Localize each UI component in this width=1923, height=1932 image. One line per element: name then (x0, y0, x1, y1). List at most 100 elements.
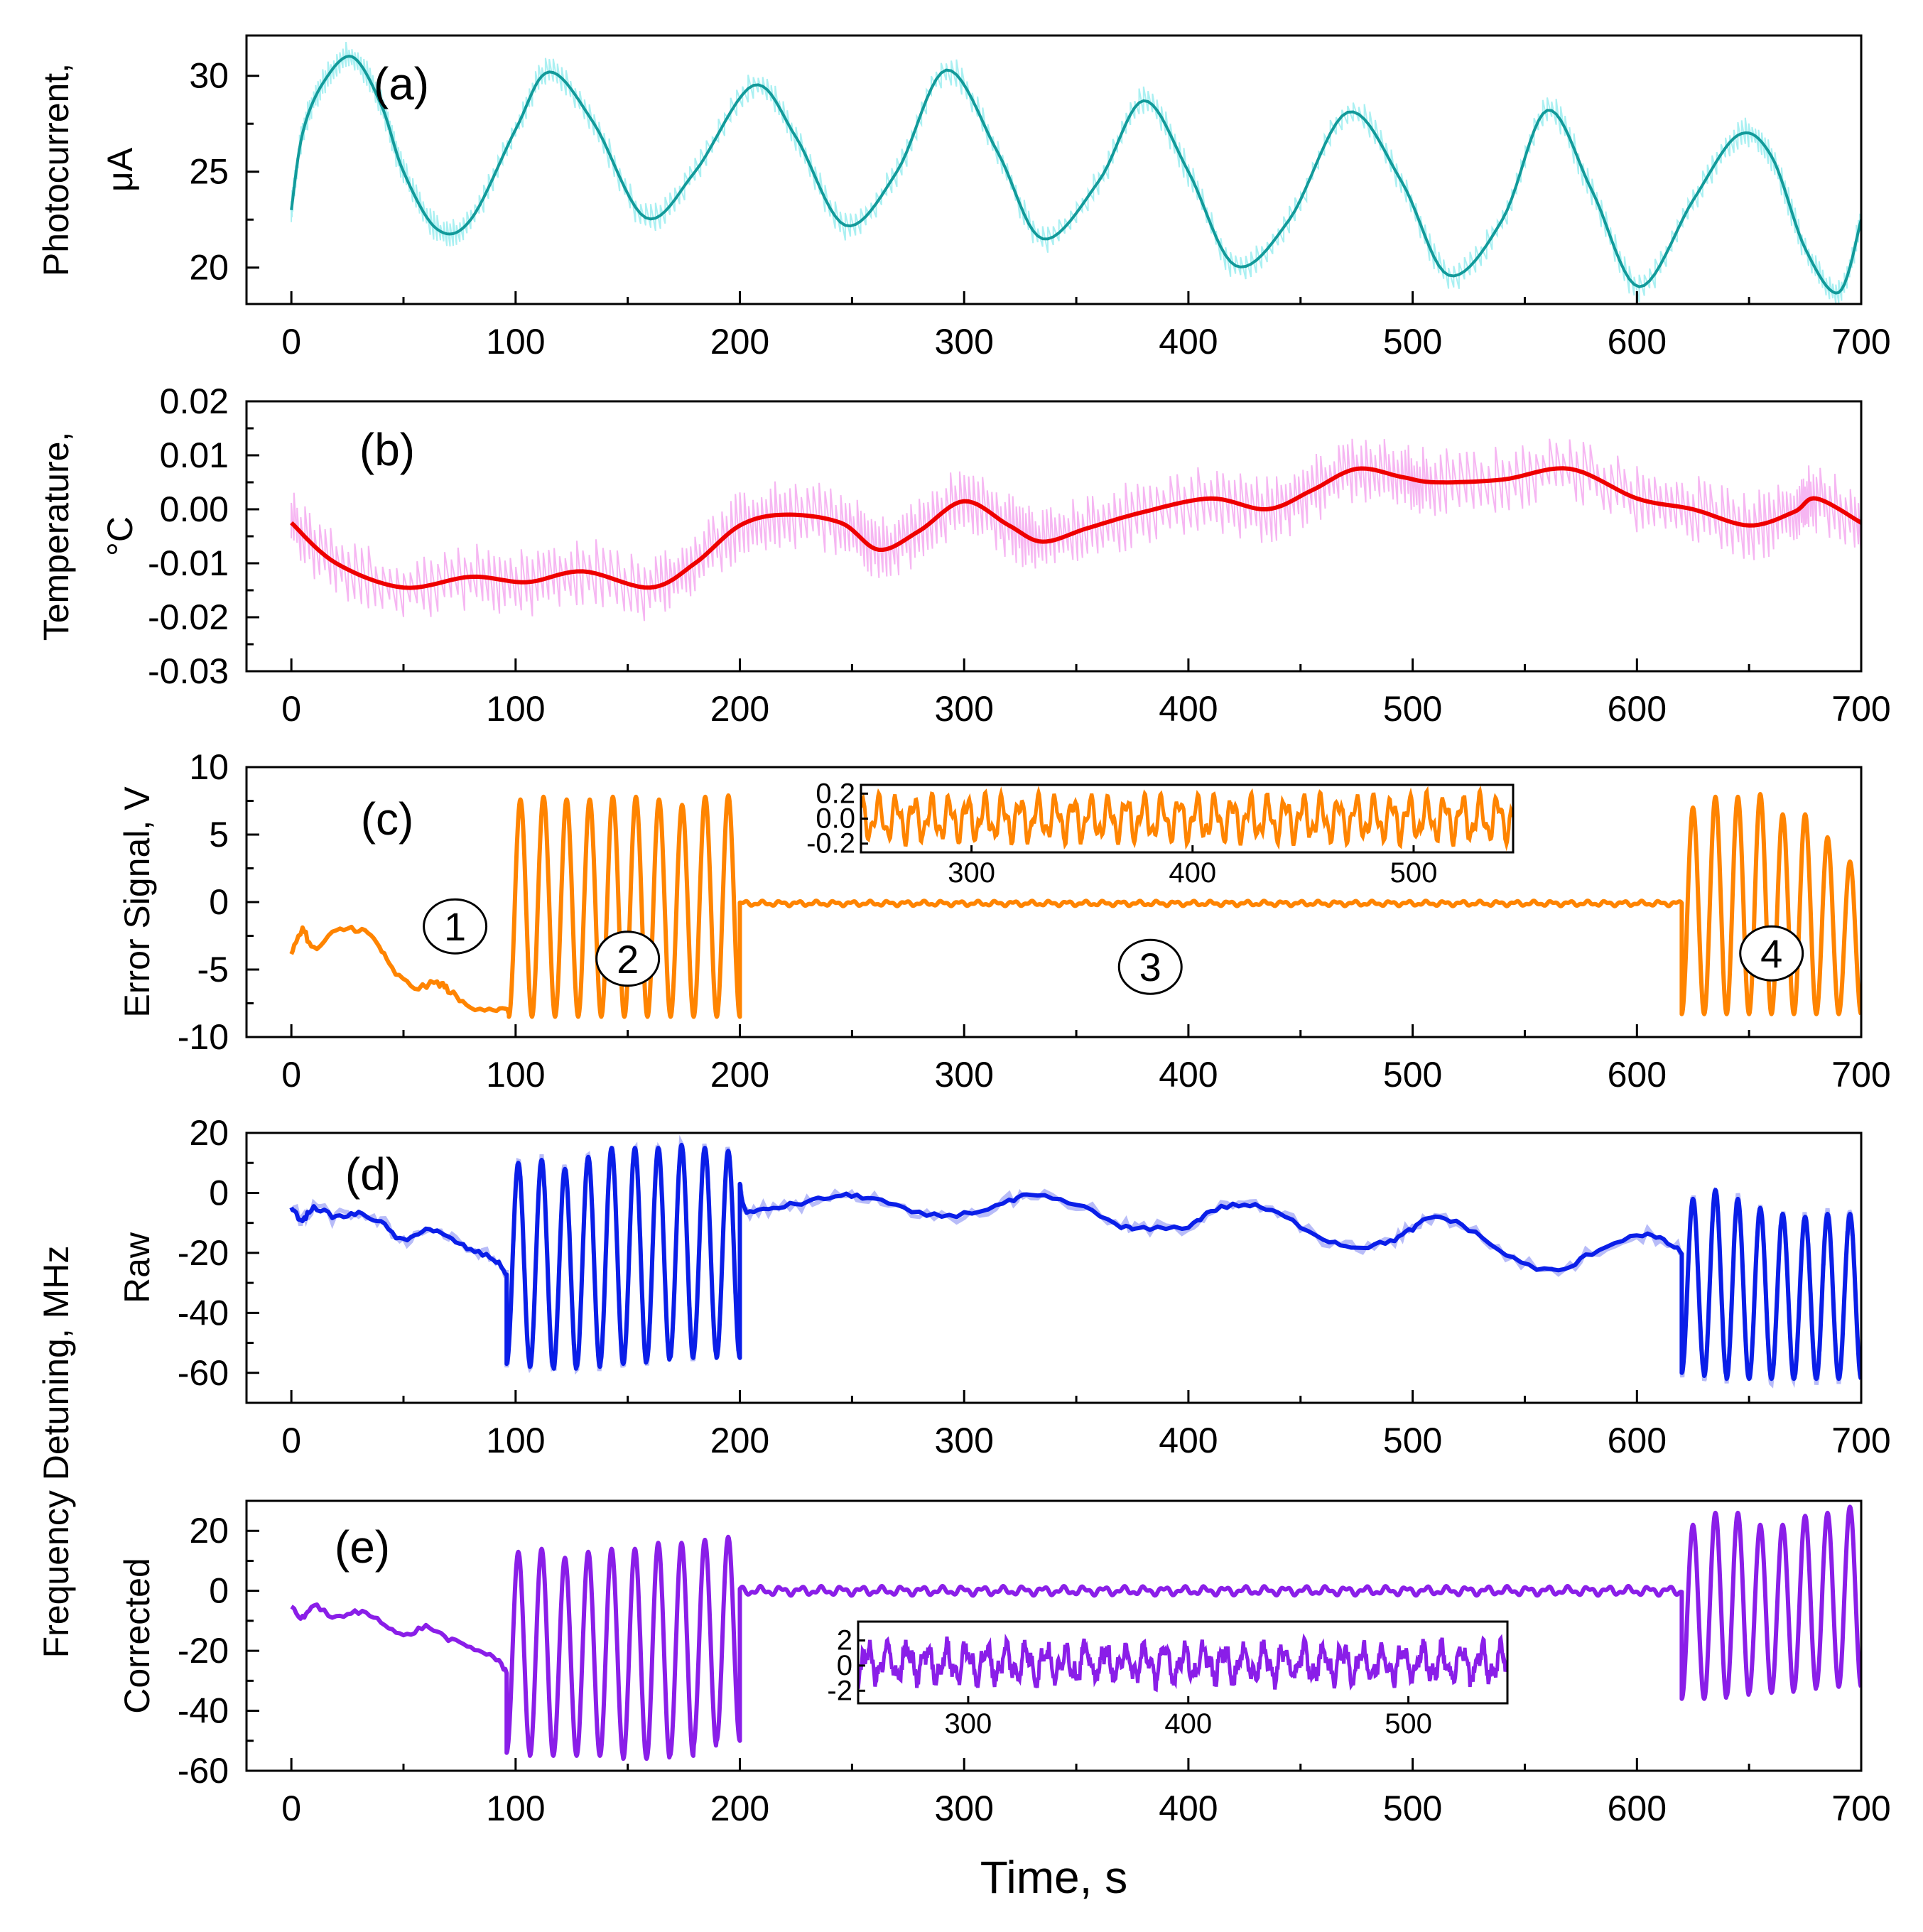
panel-b-noise-band (291, 438, 1861, 622)
x-tick-label: 700 (1831, 689, 1890, 729)
panel-label-a: (a) (374, 58, 429, 109)
panel-e-inset-frame (857, 1620, 1509, 1705)
y-tick-label: -40 (178, 1691, 229, 1731)
x-tick-label: 700 (1831, 1789, 1890, 1828)
y-tick-label: 20 (189, 248, 229, 288)
y-tick-label: 10 (189, 747, 229, 787)
y-tick-label: 0.00 (160, 489, 229, 529)
panel-label-e: (e) (335, 1521, 390, 1573)
x-tick-label: 500 (1383, 1421, 1442, 1460)
panel-b-ylabel: Temperature, (36, 432, 76, 641)
inset-y-tick-label: 0.2 (816, 778, 855, 809)
x-tick-label: 700 (1831, 1055, 1890, 1095)
x-tick-label: 200 (710, 689, 769, 729)
x-tick-label: 300 (935, 1421, 994, 1460)
panel-a-ylabel: Photocurrent, (36, 63, 76, 276)
panel-d: 0 100 200 300 400 500 600 700 -60 -40 -20 0 20 (d) Raw (117, 1113, 1891, 1460)
inset-y-tick-label: 0 (837, 1650, 852, 1681)
y-tick-label: -10 (178, 1017, 229, 1057)
panel-d-ylabel: Raw (117, 1232, 157, 1303)
inset-y-tick-label: -2 (827, 1675, 852, 1706)
x-tick-label: 200 (710, 322, 769, 362)
x-tick-label: 300 (935, 1789, 994, 1828)
x-tick-label: 700 (1831, 1421, 1890, 1460)
x-tick-label: 500 (1383, 1789, 1442, 1828)
x-tick-label: 200 (710, 1421, 769, 1460)
inset-x-tick-label: 400 (1164, 1708, 1212, 1740)
x-tick-label: 100 (486, 689, 545, 729)
panel-e-frame (245, 1499, 1863, 1772)
panel-e-inset-line (858, 1633, 1507, 1693)
panel-a-plot-area (290, 41, 1861, 304)
region-marker-1 (423, 898, 488, 955)
panel-a-noise-band (291, 41, 1861, 304)
x-tick-label: 500 (1383, 322, 1442, 362)
region-marker-4 (1739, 925, 1804, 982)
region-label-1: 1 (444, 904, 466, 949)
y-tick-label: 30 (189, 56, 229, 96)
x-tick-label: 400 (1159, 1421, 1218, 1460)
x-tick-label: 200 (710, 1789, 769, 1828)
inset-x-tick-label: 500 (1385, 1708, 1432, 1740)
x-tick-label: 600 (1608, 1055, 1667, 1095)
inset-y-tick-label: 0.0 (816, 803, 855, 835)
y-tick-label: 0.02 (160, 381, 229, 421)
panel-label-d: (d) (345, 1149, 401, 1200)
y-tick-label: -0.02 (148, 597, 229, 637)
panel-c-inset: 300 400 500 -0.20.00.2 (806, 778, 1515, 889)
y-tick-label: 20 (189, 1511, 229, 1551)
x-tick-label: 600 (1608, 1789, 1667, 1828)
inset-x-tick-label: 300 (945, 1708, 992, 1740)
panel-c-series-line (289, 792, 1861, 1019)
x-tick-label: 500 (1383, 689, 1442, 729)
panel-label-b: (b) (359, 424, 415, 475)
inset-y-tick-label: -0.2 (806, 828, 855, 859)
y-tick-label: -40 (178, 1293, 229, 1333)
region-marker-3 (1117, 938, 1183, 995)
x-tick-label: 0 (281, 1055, 301, 1095)
x-tick-label: 600 (1608, 1421, 1667, 1460)
shared-ylabel: Frequency Detuning, MHz (36, 1246, 76, 1659)
panel-a-frame (245, 34, 1863, 305)
x-tick-label: 0 (281, 322, 301, 362)
x-tick-label: 200 (710, 1055, 769, 1095)
y-tick-label: 0 (209, 1571, 229, 1611)
x-tick-label: 400 (1159, 1055, 1218, 1095)
x-tick-label: 400 (1159, 689, 1218, 729)
y-tick-label: 25 (189, 152, 229, 192)
panel-b-ylabel: °C (100, 516, 140, 556)
x-tick-label: 0 (281, 1789, 301, 1828)
panel-label-c: (c) (361, 793, 414, 845)
panel-d-plot-area (289, 1134, 1861, 1389)
inset-x-tick-label: 400 (1169, 857, 1216, 889)
panel-b: 0 100 200 300 400 500 600 700 -0.03 -0.02 -0.01 0.0… (36, 381, 1891, 729)
y-tick-label: -60 (178, 1751, 229, 1791)
panel-c: 0 100 200 300 400 500 600 700 -10 -5 0 5 10 (c) Error … (117, 747, 1891, 1095)
x-tick-label: 400 (1159, 322, 1218, 362)
panel-e-inset: 300 400 500 -202 (827, 1620, 1509, 1740)
panel-e-series-line (290, 1504, 1861, 1762)
panel-c-inset-line (861, 785, 1513, 852)
inset-x-tick-label: 500 (1390, 857, 1438, 889)
panel-c-plot-area (289, 792, 1861, 1019)
x-tick-label: 600 (1608, 689, 1667, 729)
y-tick-label: -60 (178, 1353, 229, 1393)
region-label-3: 3 (1139, 945, 1161, 989)
region-marker-2 (595, 930, 661, 987)
x-tick-label: 400 (1159, 1789, 1218, 1828)
panel-e-ylabel: Corrected (117, 1558, 157, 1714)
x-tick-label: 100 (486, 1789, 545, 1828)
y-tick-label: 0 (209, 1173, 229, 1212)
y-tick-label: 20 (189, 1113, 229, 1153)
x-tick-label: 100 (486, 322, 545, 362)
inset-y-tick-label: 2 (837, 1625, 852, 1656)
x-tick-label: 300 (935, 322, 994, 362)
panel-a-ylabel: μA (100, 147, 140, 192)
panel-e-plot-area (290, 1504, 1861, 1762)
x-tick-label: 0 (281, 1421, 301, 1460)
x-tick-label: 100 (486, 1421, 545, 1460)
x-tick-label: 500 (1383, 1055, 1442, 1095)
inset-x-tick-label: 300 (948, 857, 995, 889)
